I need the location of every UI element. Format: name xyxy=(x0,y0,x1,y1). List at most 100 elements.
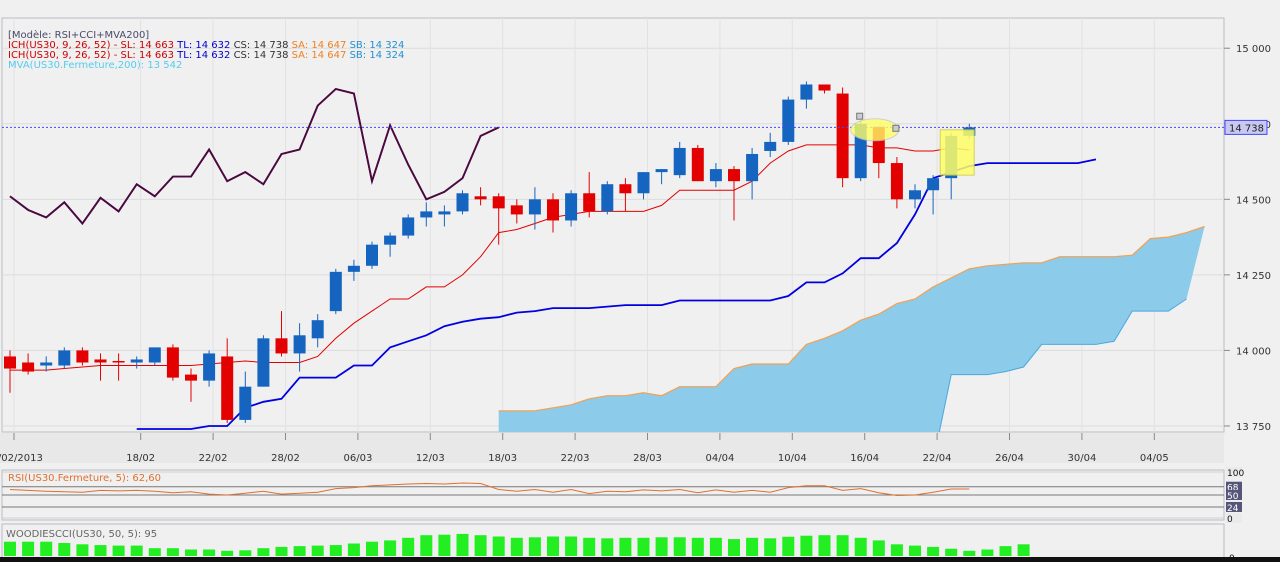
cci-bar xyxy=(257,548,270,556)
cci-bar xyxy=(347,543,360,556)
cloud-fill xyxy=(498,226,1205,432)
legend-block: [Modèle: RSI+CCI+MVA200] ICH(US30, 9, 26… xyxy=(8,31,404,71)
cci-bar xyxy=(909,545,921,556)
candle-up xyxy=(148,347,161,363)
price-tick-label: 14 500 xyxy=(1236,195,1271,206)
rsi-label: RSI(US30.Fermeture, 5): 62,60 xyxy=(8,473,162,484)
legend-sa: SA: 14 647 xyxy=(291,40,347,51)
rsi-tick-box xyxy=(1226,501,1242,512)
grid xyxy=(2,18,1224,432)
candle-down xyxy=(583,193,596,212)
cci-bar xyxy=(76,544,89,556)
legend-sb-2: SB: 14 324 xyxy=(349,50,405,61)
candle-down xyxy=(510,205,523,215)
candle-up xyxy=(293,335,306,354)
candle-down xyxy=(112,360,125,363)
cci-label: WOODIESCCI(US30, 50, 5): 95 xyxy=(6,529,158,540)
cci-bar xyxy=(999,546,1012,556)
cci-bar xyxy=(185,549,197,556)
date-tick-label: 04/05 xyxy=(1140,453,1169,464)
rsi-tick-box xyxy=(1226,481,1242,492)
cci-bar xyxy=(112,545,125,556)
legend-sl-2: SL: 14 663 xyxy=(120,50,174,61)
cci-bar xyxy=(963,550,976,556)
legend-tl-2: TL: 14 632 xyxy=(177,50,231,61)
candle-up xyxy=(927,178,940,191)
rsi-tick-label: 24 xyxy=(1227,504,1239,514)
chikou-line-top xyxy=(9,88,500,225)
cci-bar xyxy=(601,538,614,556)
price-tick-label: 14 250 xyxy=(1236,271,1271,282)
pattern-highlight-1 xyxy=(850,118,900,142)
candle-up xyxy=(565,193,578,221)
cci-bar xyxy=(691,537,704,556)
legend-ich-prefix: ICH(US30, 9, 26, 52) - xyxy=(8,40,118,51)
cci-bar xyxy=(709,537,722,556)
date-tick-label: 22/04 xyxy=(923,453,952,464)
candle-up xyxy=(130,359,143,363)
candle-up xyxy=(764,141,777,151)
candle-up xyxy=(655,169,668,173)
cci-bar xyxy=(836,535,849,556)
cci-bar xyxy=(872,540,885,556)
candle-up xyxy=(528,199,541,215)
candle-down xyxy=(76,350,89,363)
cci-bar xyxy=(728,539,740,556)
date-tick-label: 06/03 xyxy=(343,453,372,464)
date-tick-label: 26/04 xyxy=(995,453,1024,464)
date-tick-label: 04/04 xyxy=(705,453,734,464)
indicator-lines xyxy=(9,88,1205,432)
cci-bar xyxy=(818,535,831,556)
candle-down xyxy=(94,359,107,363)
candle-down xyxy=(818,84,831,91)
cci-bar xyxy=(945,548,958,556)
candle-up xyxy=(438,211,451,215)
cci-bar xyxy=(927,546,940,556)
cci-bar xyxy=(782,536,795,556)
cci-bar xyxy=(1017,544,1030,556)
date-tick-label: 28/03 xyxy=(633,453,662,464)
candle-up xyxy=(402,217,415,236)
cci-bar xyxy=(4,541,16,556)
candle-down xyxy=(619,184,632,194)
date-axis-band xyxy=(0,433,1224,463)
date-axis: 07/02/2013 18/02 22/02 28/02 06/03 12/03 18/03… xyxy=(0,433,1169,464)
candle-down xyxy=(492,196,505,209)
cci-bar xyxy=(58,543,71,556)
cci-bar xyxy=(764,538,777,556)
candle-up xyxy=(637,172,650,194)
candle-down xyxy=(728,169,740,182)
cci-bar xyxy=(221,550,234,556)
candle-down xyxy=(691,147,704,182)
rsi-tick-box xyxy=(1226,490,1242,500)
date-tick-label: 28/02 xyxy=(271,453,300,464)
candle-up xyxy=(746,153,759,182)
cci-bar xyxy=(293,546,306,556)
price-tick-label: 13 750 xyxy=(1236,422,1271,433)
candle-down xyxy=(185,374,197,381)
annotations xyxy=(2,112,1224,176)
cci-bar xyxy=(890,544,903,556)
date-tick-label: 30/04 xyxy=(1067,453,1096,464)
cci-bar xyxy=(40,541,53,556)
cci-bar xyxy=(854,537,867,556)
cci-bar xyxy=(474,535,487,556)
legend-sa-2: SA: 14 647 xyxy=(291,50,347,61)
span-a-line xyxy=(498,225,1205,412)
candle-down xyxy=(890,163,903,200)
candle-up xyxy=(239,386,252,420)
kijun-line xyxy=(136,158,1097,430)
cci-bar xyxy=(130,545,143,556)
candle-up xyxy=(329,271,342,312)
bottom-bar xyxy=(0,557,1280,562)
last-price-label: 14 738 xyxy=(1229,123,1264,134)
cci-bar xyxy=(402,537,415,556)
cci-bar xyxy=(981,549,994,556)
candle-up xyxy=(203,353,216,381)
cci-bar xyxy=(510,537,523,556)
rsi-tick-label: 0 xyxy=(1227,515,1233,525)
legend-mva: MVA(US30.Fermeture,200): 13 542 xyxy=(8,60,183,71)
legend-cs: CS: 14 738 xyxy=(233,40,289,51)
